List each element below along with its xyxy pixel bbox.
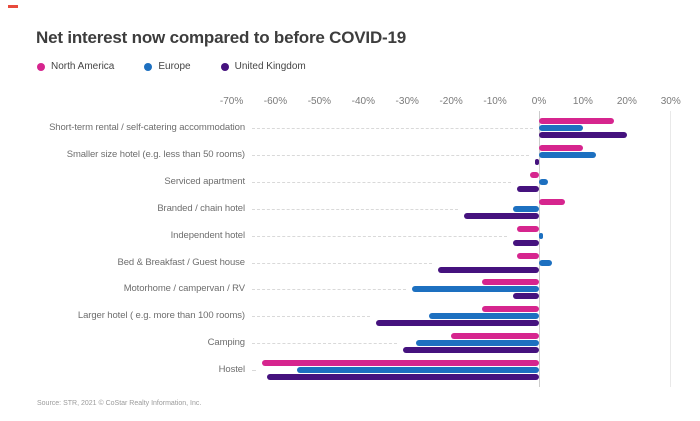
page-corner-mark bbox=[8, 5, 18, 8]
x-axis-tick: 20% bbox=[616, 96, 637, 107]
category-label: Hostel bbox=[218, 364, 245, 376]
legend-item: Europe bbox=[144, 61, 191, 72]
bar-north-america bbox=[539, 198, 566, 205]
source-attribution: Source: STR, 2021 © CoStar Realty Inform… bbox=[37, 400, 202, 407]
category-label: Bed & Breakfast / Guest house bbox=[117, 256, 245, 268]
bar-united-kingdom bbox=[534, 158, 539, 165]
bar-europe bbox=[539, 232, 544, 239]
bar-europe bbox=[539, 125, 583, 131]
x-axis-tick: -50% bbox=[307, 96, 332, 107]
leader-line bbox=[252, 128, 533, 129]
legend-swatch-north-america bbox=[37, 62, 45, 71]
bar-europe bbox=[512, 205, 539, 212]
bar-united-kingdom bbox=[402, 347, 539, 354]
category-label: Independent hotel bbox=[170, 229, 245, 241]
bar-north-america bbox=[481, 279, 539, 286]
x-axis-tick: 10% bbox=[572, 96, 593, 107]
bar-north-america bbox=[451, 333, 539, 340]
category-label: Larger hotel ( e.g. more than 100 rooms) bbox=[77, 310, 245, 322]
bar-europe bbox=[429, 313, 539, 320]
x-axis-tick: -70% bbox=[219, 96, 244, 107]
leader-line bbox=[252, 154, 529, 156]
bar-north-america bbox=[539, 144, 583, 151]
bar-europe bbox=[539, 259, 553, 266]
x-axis-tick: 30% bbox=[660, 96, 681, 107]
x-axis-tick: 0% bbox=[531, 96, 547, 107]
legend-label: North America bbox=[51, 61, 115, 72]
leader-line bbox=[252, 289, 406, 291]
bar-united-kingdom bbox=[437, 266, 539, 273]
category-label: Camping bbox=[207, 337, 245, 349]
legend-item: United Kingdom bbox=[220, 61, 306, 72]
bar-united-kingdom bbox=[512, 239, 539, 246]
leader-line bbox=[252, 208, 459, 210]
legend-label: United Kingdom bbox=[234, 61, 306, 72]
x-axis-tick: -60% bbox=[263, 96, 288, 107]
zero-axis-line bbox=[539, 111, 540, 387]
legend-swatch-europe bbox=[144, 62, 153, 71]
leader-line bbox=[252, 316, 371, 318]
x-axis-tick: -10% bbox=[483, 96, 507, 107]
category-label: Smaller size hotel (e.g. less than 50 ro… bbox=[66, 148, 245, 160]
legend: North America Europe United Kingdom bbox=[37, 61, 306, 72]
bar-north-america bbox=[517, 252, 539, 259]
bar-north-america bbox=[481, 306, 539, 313]
bar-north-america bbox=[517, 225, 539, 232]
bar-europe bbox=[539, 178, 548, 185]
bar-europe bbox=[297, 367, 539, 374]
chart-title: Net interest now compared to before COVI… bbox=[36, 28, 406, 47]
category-label: Motorhome / campervan / RV bbox=[123, 283, 245, 295]
plot-right-border bbox=[670, 111, 671, 387]
legend-label: Europe bbox=[158, 61, 191, 72]
legend-item: North America bbox=[37, 61, 114, 72]
legend-swatch-united-kingdom bbox=[220, 62, 229, 71]
bar-north-america bbox=[539, 118, 614, 124]
x-axis-tick: -30% bbox=[395, 96, 419, 107]
bar-north-america bbox=[262, 360, 539, 367]
category-label: Serviced apartment bbox=[164, 175, 245, 187]
leader-line bbox=[252, 262, 432, 264]
category-label: Short-term rental / self-catering accomm… bbox=[49, 122, 245, 133]
bar-europe bbox=[411, 286, 539, 293]
leader-line bbox=[252, 343, 397, 345]
bar-united-kingdom bbox=[512, 293, 539, 300]
x-axis-tick: -20% bbox=[439, 96, 463, 107]
bar-united-kingdom bbox=[539, 132, 627, 138]
bar-united-kingdom bbox=[464, 212, 539, 219]
bar-united-kingdom bbox=[266, 374, 539, 381]
bar-europe bbox=[416, 340, 539, 347]
leader-line bbox=[252, 370, 257, 372]
leader-line bbox=[252, 181, 512, 183]
bar-united-kingdom bbox=[517, 185, 539, 192]
bar-north-america bbox=[530, 171, 539, 178]
bar-united-kingdom bbox=[376, 320, 539, 327]
x-axis-tick: -40% bbox=[351, 96, 375, 107]
category-label: Branded / chain hotel bbox=[157, 202, 245, 214]
leader-line bbox=[252, 235, 507, 237]
bar-europe bbox=[539, 151, 597, 158]
